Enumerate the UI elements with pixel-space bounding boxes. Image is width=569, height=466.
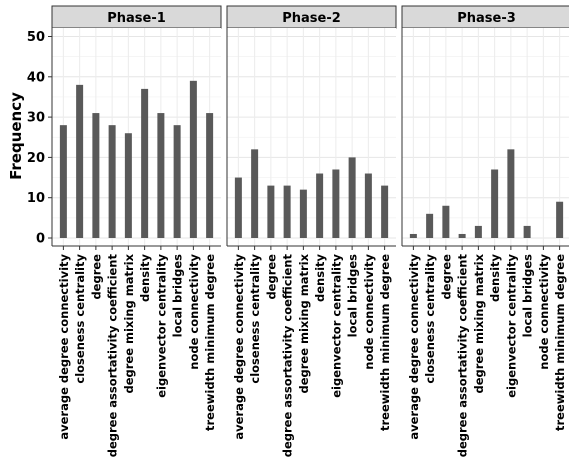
y-tick-label: 10 (27, 191, 45, 206)
bar (173, 125, 181, 238)
x-tick-label: average degree connectivity (232, 253, 246, 439)
panel-title: Phase-3 (457, 11, 516, 26)
bar (332, 169, 340, 238)
panel-3: Phase-3 average degree connectivity closen… (401, 5, 569, 458)
x-tick-label: degree mixing matrix (472, 253, 486, 393)
x-tick-label: local bridges (521, 254, 535, 337)
bar (234, 177, 242, 238)
x-tick-label: density (313, 253, 327, 302)
y-tick-label: 40 (27, 70, 45, 85)
x-tick-label: degree assortativity coefficient (281, 254, 295, 458)
x-tick-label: treewidth minimum degree (378, 254, 392, 431)
x-tick-label: eigenvector centrality (329, 254, 343, 398)
bar (474, 225, 482, 238)
x-tick-label: degree assortativity coefficient (106, 254, 120, 458)
x-tick-label: closeness centrality (248, 254, 262, 384)
x-tick-label: density (488, 253, 502, 302)
x-tick-label: node connectivity (537, 253, 551, 369)
bar (523, 225, 531, 238)
x-tick-label: closeness centrality (423, 254, 437, 384)
y-tick-label: 30 (27, 111, 45, 126)
x-tick-label: degree (89, 254, 103, 300)
bar (189, 80, 197, 238)
x-tick-label: average degree connectivity (57, 253, 71, 439)
x-tick-label: local bridges (171, 254, 185, 337)
panel-title: Phase-2 (282, 11, 341, 26)
bar (59, 125, 67, 238)
bar (316, 173, 324, 238)
x-tick-label: average degree connectivity (407, 253, 421, 439)
bar (124, 133, 132, 238)
y-tick-label: 20 (27, 151, 45, 166)
bar (426, 213, 434, 238)
x-tick-label: degree assortativity coefficient (456, 254, 470, 458)
y-axis: 0 10 20 30 40 50 (27, 30, 52, 247)
bar (348, 157, 356, 238)
x-tick-label: local bridges (346, 254, 360, 337)
bar (491, 169, 499, 238)
bar (141, 88, 149, 238)
y-tick-label: 0 (36, 232, 45, 247)
x-tick-label: treewidth minimum degree (553, 254, 567, 431)
x-tick-label: eigenvector centrality (154, 254, 168, 398)
x-tick-label: degree mixing matrix (122, 253, 136, 393)
y-axis-label: Frequency (7, 92, 25, 180)
bar (251, 149, 259, 238)
bar (364, 173, 372, 238)
x-tick-label: treewidth minimum degree (203, 254, 217, 431)
panel-2: Phase-2 average degree connectivity closen… (226, 5, 397, 458)
x-tick-label: degree mixing matrix (297, 253, 311, 393)
bar (283, 185, 291, 238)
panel-title: Phase-1 (107, 11, 166, 26)
bar (442, 205, 450, 238)
bar (157, 113, 165, 238)
bar (458, 233, 466, 238)
bar (381, 185, 389, 238)
bar (76, 84, 84, 238)
x-tick-label: density (138, 253, 152, 302)
bar (556, 201, 564, 238)
bar (92, 113, 100, 238)
bar (267, 185, 275, 238)
bar (299, 189, 307, 238)
x-tick-label: node connectivity (187, 253, 201, 369)
x-tick-label: degree (264, 254, 278, 300)
bar (108, 125, 116, 238)
x-tick-label: node connectivity (362, 253, 376, 369)
bar (409, 233, 417, 238)
bar (206, 113, 214, 238)
x-tick-label: closeness centrality (73, 254, 87, 384)
y-tick-label: 50 (27, 30, 45, 45)
bar (507, 149, 515, 238)
panel-1: Phase-1 average degree connectivity closen… (51, 5, 222, 458)
x-tick-label: eigenvector centrality (504, 254, 518, 398)
x-tick-label: degree (439, 254, 453, 300)
